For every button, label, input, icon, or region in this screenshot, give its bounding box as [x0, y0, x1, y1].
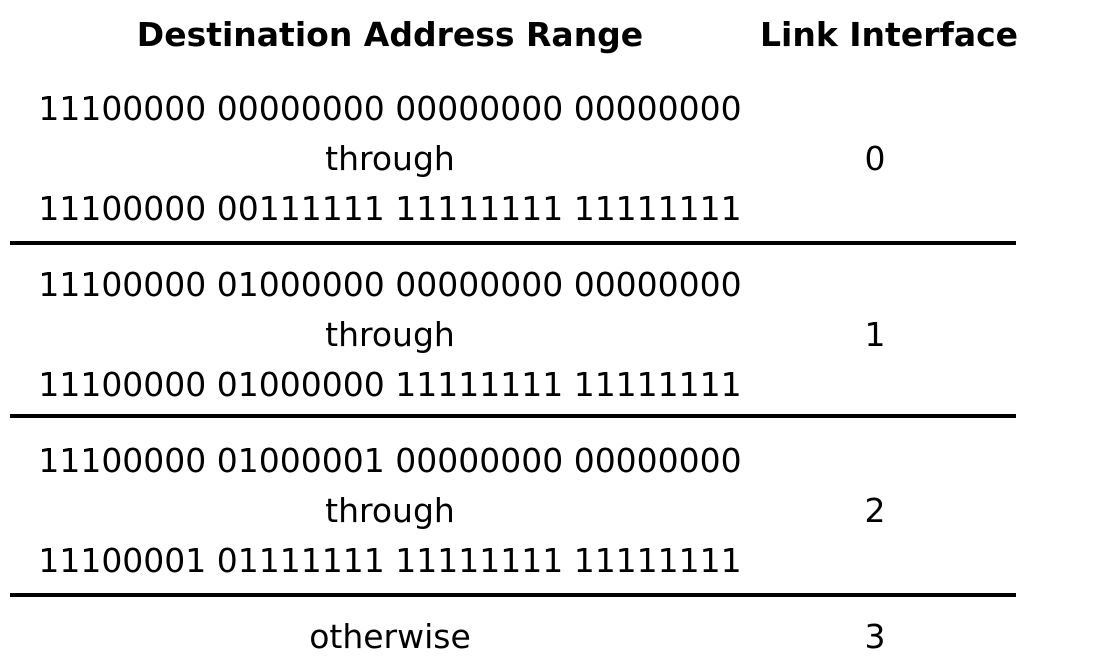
through-label: through — [325, 491, 455, 530]
range-end-address: 11100001 01111111 11111111 11111111 — [38, 541, 742, 580]
range-end-address: 11100000 01000000 11111111 11111111 — [38, 365, 742, 404]
row-divider — [10, 593, 1016, 597]
link-interface-value: 0 — [864, 139, 886, 178]
range-start-address: 11100000 01000001 00000000 00000000 — [38, 441, 742, 480]
range-start-address: 11100000 01000000 00000000 00000000 — [38, 265, 742, 304]
table-row: 11100000 01000001 00000000 00000000 thro… — [0, 436, 1094, 586]
address-range-cell: otherwise — [10, 612, 770, 662]
table-row-otherwise: otherwise 3 — [0, 612, 1094, 662]
otherwise-label: otherwise — [309, 617, 471, 656]
row-divider — [10, 241, 1016, 245]
table-row: 11100000 00000000 00000000 00000000 thro… — [0, 84, 1094, 234]
header-destination-address-range: Destination Address Range — [136, 15, 644, 54]
through-label: through — [325, 139, 455, 178]
address-range-cell: 11100000 01000001 00000000 00000000 thro… — [10, 436, 770, 586]
header-link-interface: Link Interface — [760, 15, 1019, 54]
range-start-address: 11100000 00000000 00000000 00000000 — [38, 89, 742, 128]
link-interface-value: 2 — [864, 491, 886, 530]
address-range-cell: 11100000 00000000 00000000 00000000 thro… — [10, 84, 770, 234]
link-interface-value: 3 — [864, 617, 886, 656]
row-divider — [10, 414, 1016, 418]
through-label: through — [325, 315, 455, 354]
table-row: 11100000 01000000 00000000 00000000 thro… — [0, 260, 1094, 410]
range-end-address: 11100000 00111111 11111111 11111111 — [38, 189, 742, 228]
address-range-cell: 11100000 01000000 00000000 00000000 thro… — [10, 260, 770, 410]
link-interface-value: 1 — [864, 315, 886, 354]
